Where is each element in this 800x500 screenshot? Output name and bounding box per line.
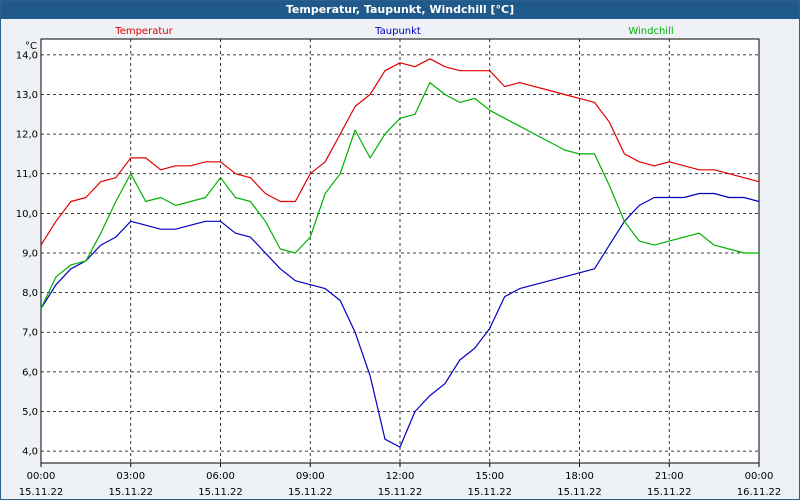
x-tick-time: 03:00: [116, 471, 145, 482]
x-tick-date: 15.11.22: [19, 487, 64, 498]
x-tick-time: 06:00: [206, 471, 235, 482]
line-chart: 4,0 5,0 6,0 7,0 8,0 9,0 10,0 11,0 12,0 13,0 14,0°C…: [16, 26, 782, 498]
x-tick-time: 00:00: [27, 471, 56, 482]
legend-windchill: Windchill: [628, 26, 673, 37]
y-tick-label: 6,0: [22, 367, 38, 378]
x-tick-time: 18:00: [565, 471, 594, 482]
x-tick-time: 12:00: [386, 471, 415, 482]
y-tick-label: 14,0: [16, 50, 38, 61]
y-tick-label: 10,0: [16, 209, 38, 220]
x-tick-time: 09:00: [296, 471, 325, 482]
window-title: Temperatur, Taupunkt, Windchill [°C]: [1, 1, 799, 19]
y-tick-label: 4,0: [22, 447, 38, 458]
x-tick-date: 16.11.22: [737, 487, 782, 498]
y-tick-label: 9,0: [22, 248, 38, 259]
series-line-taupunkt: [40, 192, 760, 448]
y-tick-label: 7,0: [22, 328, 38, 339]
x-tick-date: 15.11.22: [288, 487, 333, 498]
series-line-windchill: [40, 81, 759, 309]
x-tick-date: 15.11.22: [647, 487, 692, 498]
x-tick-date: 15.11.22: [467, 487, 512, 498]
x-tick-date: 15.11.22: [198, 487, 243, 498]
x-tick-time: 00:00: [745, 471, 774, 482]
x-tick-date: 15.11.22: [108, 487, 153, 498]
y-tick-label: 5,0: [22, 407, 38, 418]
x-tick-time: 15:00: [475, 471, 504, 482]
legend-taupunkt: Taupunkt: [374, 26, 421, 37]
x-tick-date: 15.11.22: [378, 487, 423, 498]
y-tick-label: 8,0: [22, 288, 38, 299]
x-tick-date: 15.11.22: [557, 487, 602, 498]
series-line-temperatur: [40, 58, 760, 246]
y-tick-label: 12,0: [16, 130, 38, 141]
y-tick-label: 11,0: [16, 169, 38, 180]
legend-temperatur: Temperatur: [114, 26, 173, 37]
y-tick-label: 13,0: [16, 90, 38, 101]
y-axis-unit: °C: [25, 41, 37, 52]
x-tick-time: 21:00: [655, 471, 684, 482]
